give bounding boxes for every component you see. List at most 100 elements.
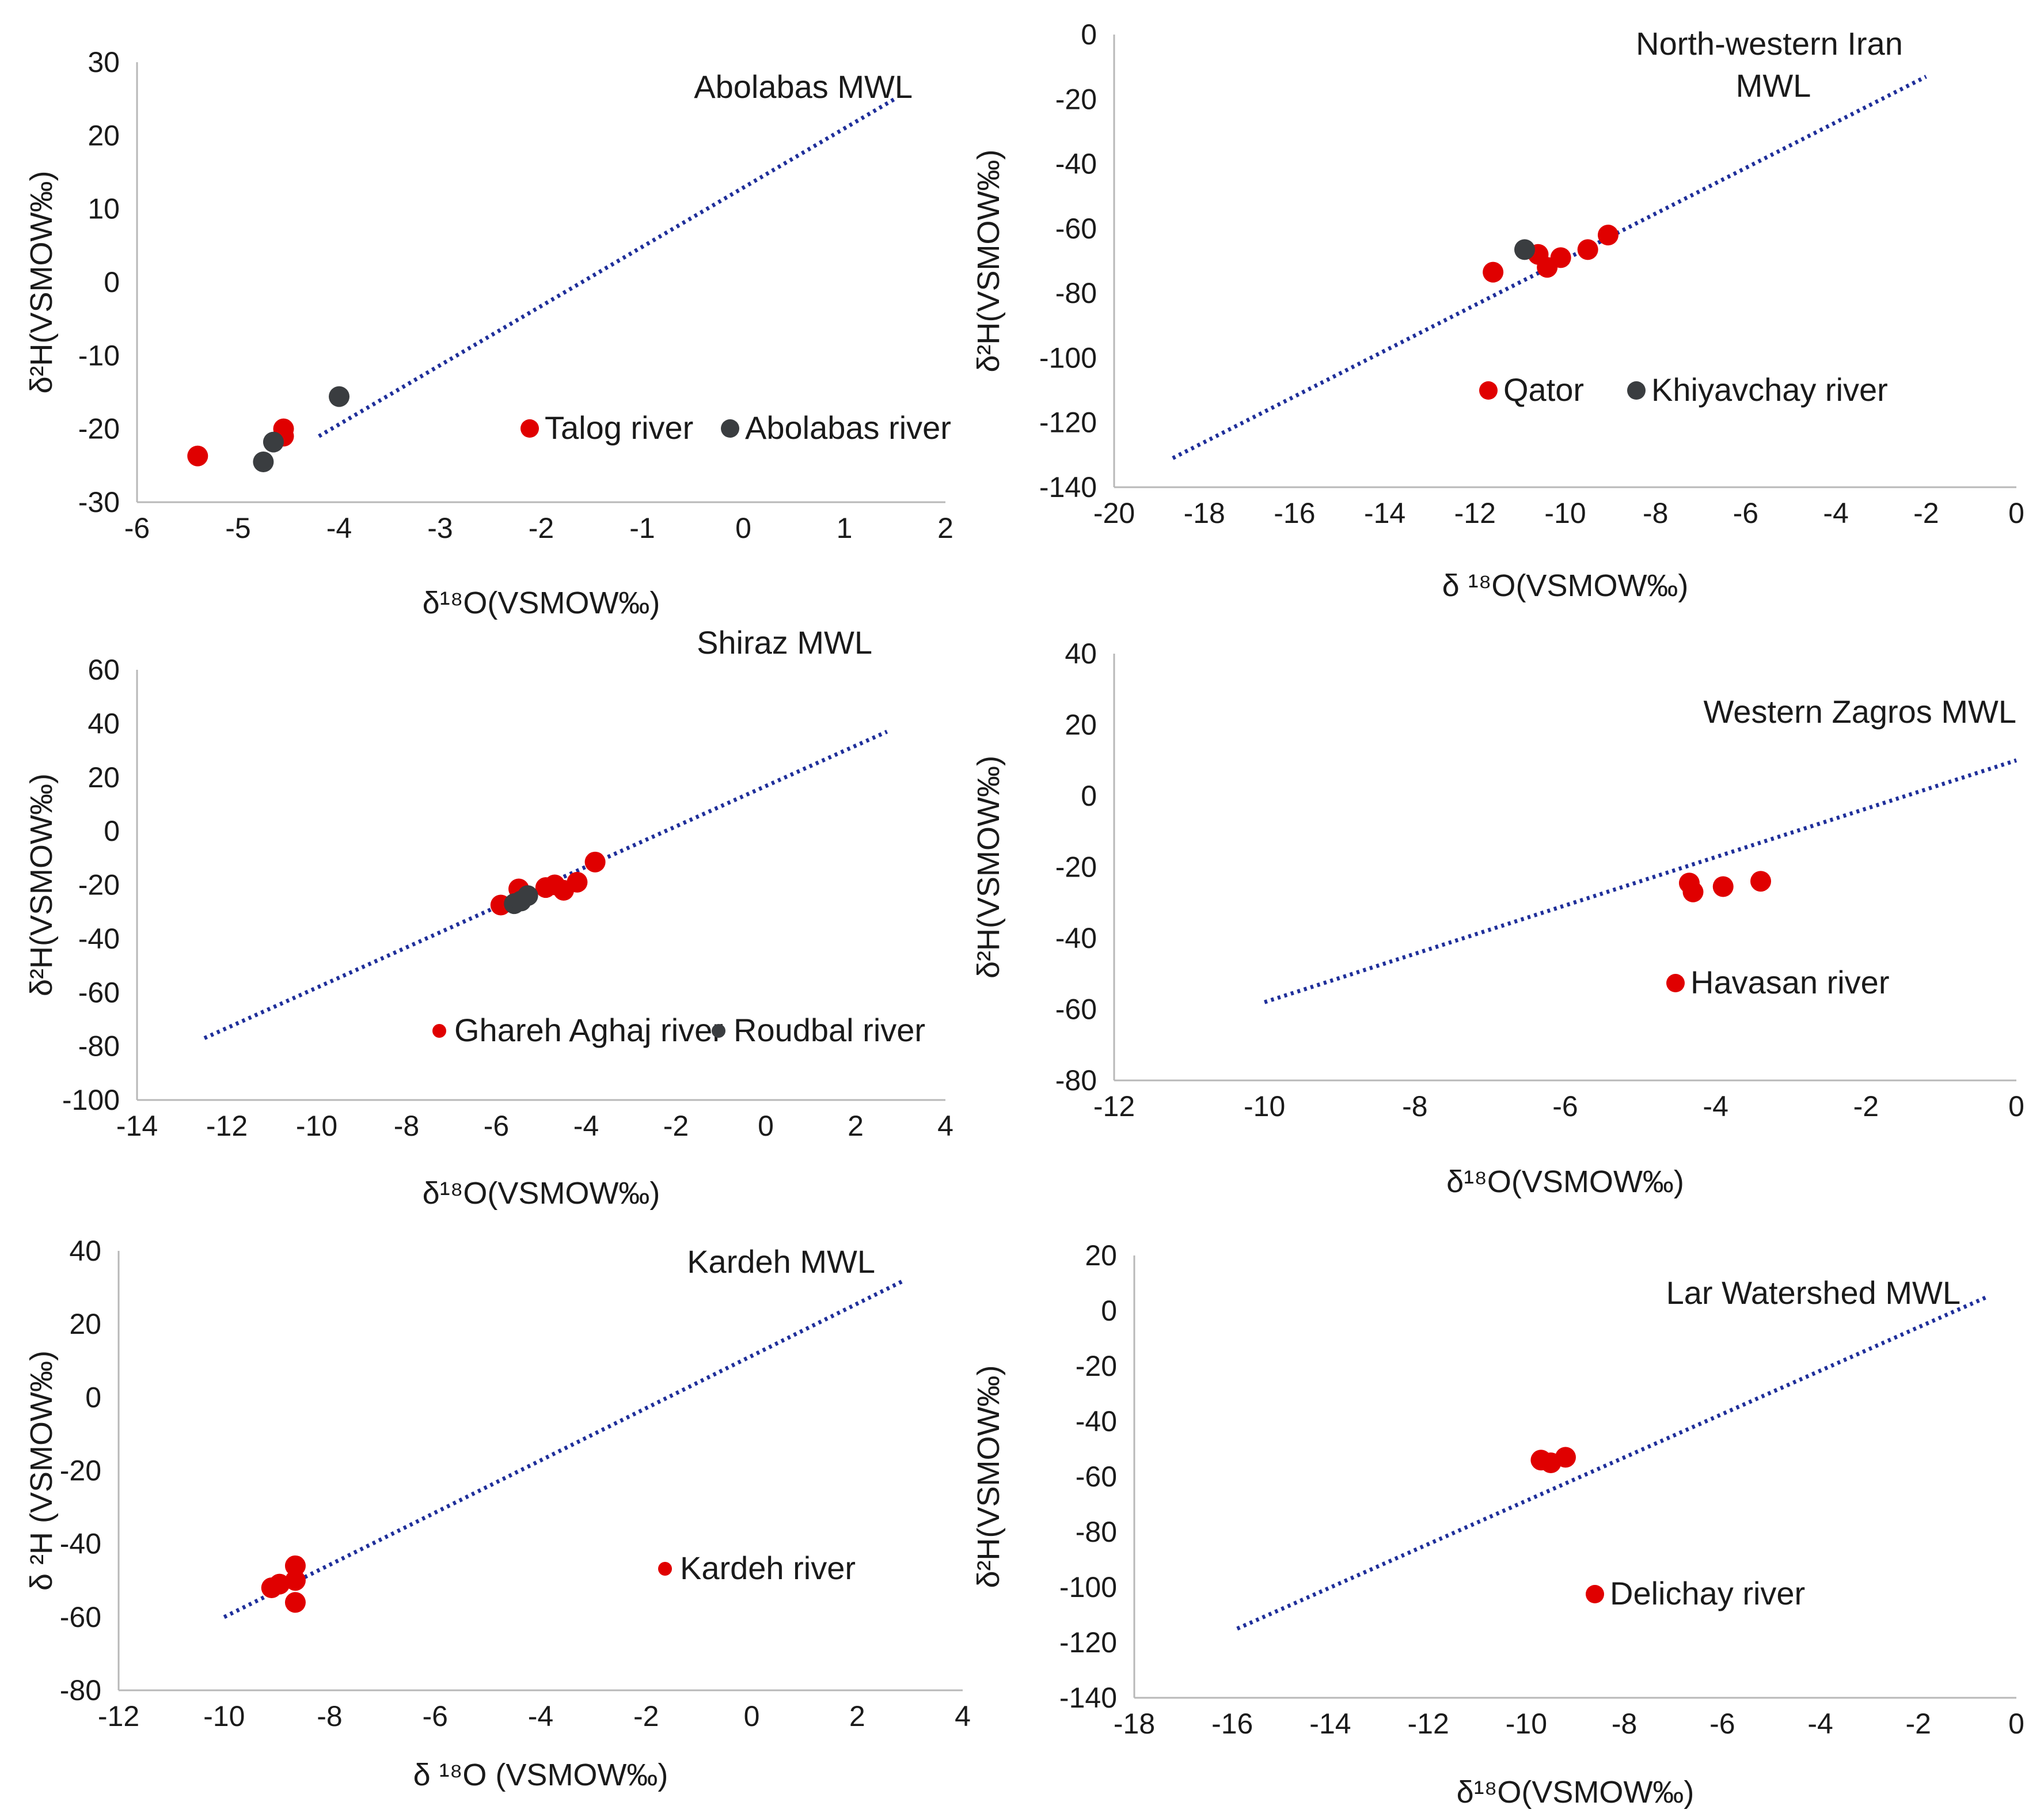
x-tick-label: 4	[955, 1700, 971, 1732]
x-tick-label: -8	[1643, 497, 1668, 529]
y-tick-label: 40	[69, 1235, 101, 1267]
data-point-red	[1483, 261, 1504, 283]
y-tick-label: -30	[78, 486, 120, 518]
y-tick-label: 0	[1081, 780, 1097, 812]
legend-marker	[1627, 381, 1646, 400]
legend-marker	[1479, 381, 1498, 400]
x-tick-label: -10	[1506, 1708, 1547, 1740]
y-tick-label: -100	[1059, 1571, 1117, 1603]
chart-panel-1: -6 -5 -4 -3 -2 -1 0 1 2-30-20-100102030δ¹⁸O(VSMO…	[24, 46, 953, 620]
x-axis-title: δ ¹⁸O(VSMOW‰)	[1442, 568, 1689, 603]
data-point-grey	[329, 386, 349, 407]
y-tick-label: 20	[88, 119, 120, 151]
y-tick-label: -20	[1076, 1350, 1117, 1382]
y-axis-title: δ²H(VSMOW‰)	[971, 150, 1006, 373]
x-tick-label: 2	[848, 1110, 864, 1142]
data-point-red	[269, 1573, 290, 1595]
y-tick-label: -20	[1055, 851, 1097, 883]
y-tick-label: 30	[88, 46, 120, 78]
x-tick-label: -6	[484, 1110, 509, 1142]
x-tick-label: -3	[427, 512, 453, 544]
x-tick-label: -6	[1552, 1090, 1578, 1122]
x-tick-label: -12	[1093, 1090, 1135, 1122]
x-tick-label: 0	[2008, 1708, 2024, 1740]
legend-label: Roudbal river	[734, 1012, 925, 1048]
x-tick-label: -1	[629, 512, 655, 544]
x-tick-label: 4	[937, 1110, 953, 1142]
x-tick-label: -10	[296, 1110, 337, 1142]
x-tick-label: 2	[849, 1700, 865, 1732]
chart-title: Shiraz MWL	[697, 624, 872, 661]
y-tick-label: -40	[1055, 922, 1097, 954]
x-tick-label: -2	[1913, 497, 1939, 529]
mwl-line	[1264, 758, 2018, 1004]
x-tick-label: -4	[573, 1110, 599, 1142]
data-point-red	[284, 1592, 306, 1613]
y-tick-label: -40	[1055, 148, 1097, 180]
y-tick-label: 40	[1065, 638, 1097, 670]
x-tick-label: 2	[937, 512, 953, 544]
mwl-line	[1236, 1295, 1988, 1631]
y-tick-label: -60	[60, 1601, 101, 1633]
legend-label: Khiyavchay river	[1651, 371, 1888, 408]
legend-label: Delichay river	[1610, 1575, 1805, 1611]
x-tick-label: 0	[758, 1110, 774, 1142]
mwl-line	[318, 97, 896, 438]
y-axis-title: δ²H(VSMOW‰)	[24, 171, 59, 394]
y-tick-label: 0	[1081, 18, 1097, 51]
x-tick-label: -2	[1853, 1090, 1879, 1122]
data-point-red	[1712, 876, 1734, 897]
y-tick-label: 60	[88, 654, 120, 686]
x-tick-label: -6	[1733, 497, 1758, 529]
x-tick-label: -14	[116, 1110, 158, 1142]
legend-marker	[1666, 974, 1685, 992]
x-tick-label: -8	[317, 1700, 342, 1732]
x-tick-label: -20	[1093, 497, 1135, 529]
x-tick-label: -12	[1454, 497, 1496, 529]
x-tick-label: -2	[633, 1700, 659, 1732]
y-tick-label: -60	[1055, 993, 1097, 1026]
y-tick-label: 20	[88, 761, 120, 794]
y-tick-label: -20	[60, 1455, 101, 1487]
chart-title: Kardeh MWL	[687, 1243, 875, 1280]
data-point-red	[187, 445, 208, 466]
y-tick-label: -80	[1055, 1064, 1097, 1097]
x-tick-label: -12	[98, 1700, 139, 1732]
y-tick-label: -40	[1076, 1405, 1117, 1437]
chart-panel-3: -14 -12 -10 -8 -6 -4 -2 0 2 4-100-80-60-40-200204…	[24, 624, 953, 1211]
x-tick-label: -4	[1703, 1090, 1728, 1122]
chart-panel-4: -12 -10 -8 -6 -4 -2 0-80-60-40-2002040δ¹⁸O(VSM…	[971, 638, 2024, 1199]
chart-title: MWL	[1736, 67, 1811, 104]
x-axis-title: δ¹⁸O(VSMOW‰)	[1457, 1775, 1695, 1810]
y-axis-title: δ ²H (VSMOW‰)	[24, 1351, 59, 1591]
chart-panel-6: -18 -16 -14 -12 -10 -8 -6 -4 -2 0-140-120-100-80-…	[971, 1239, 2024, 1810]
legend-marker	[721, 419, 739, 438]
x-axis-title: δ¹⁸O(VSMOW‰)	[423, 586, 660, 620]
x-tick-label: -2	[663, 1110, 689, 1142]
data-point-red	[284, 1555, 306, 1576]
x-tick-label: -18	[1184, 497, 1225, 529]
x-tick-label: -8	[1402, 1090, 1427, 1122]
y-tick-label: -60	[78, 976, 120, 1008]
x-tick-label: 0	[735, 512, 751, 544]
legend-marker	[712, 1024, 725, 1038]
y-tick-label: 40	[88, 707, 120, 739]
y-tick-label: -40	[78, 923, 120, 955]
y-tick-label: -20	[78, 869, 120, 901]
legend-label: Qator	[1503, 371, 1584, 408]
chart-title: North-western Iran	[1636, 25, 1903, 62]
x-tick-label: -14	[1364, 497, 1405, 529]
x-tick-label: -18	[1114, 1708, 1155, 1740]
data-point-grey	[1514, 239, 1535, 260]
x-tick-label: -4	[1807, 1708, 1833, 1740]
y-tick-label: 0	[1101, 1295, 1117, 1327]
y-tick-label: -100	[62, 1084, 120, 1116]
x-tick-label: -8	[1612, 1708, 1637, 1740]
x-tick-label: -2	[529, 512, 554, 544]
x-tick-label: -16	[1274, 497, 1315, 529]
mwl-line	[223, 1278, 906, 1619]
x-tick-label: -14	[1309, 1708, 1351, 1740]
legend-marker	[658, 1562, 672, 1576]
